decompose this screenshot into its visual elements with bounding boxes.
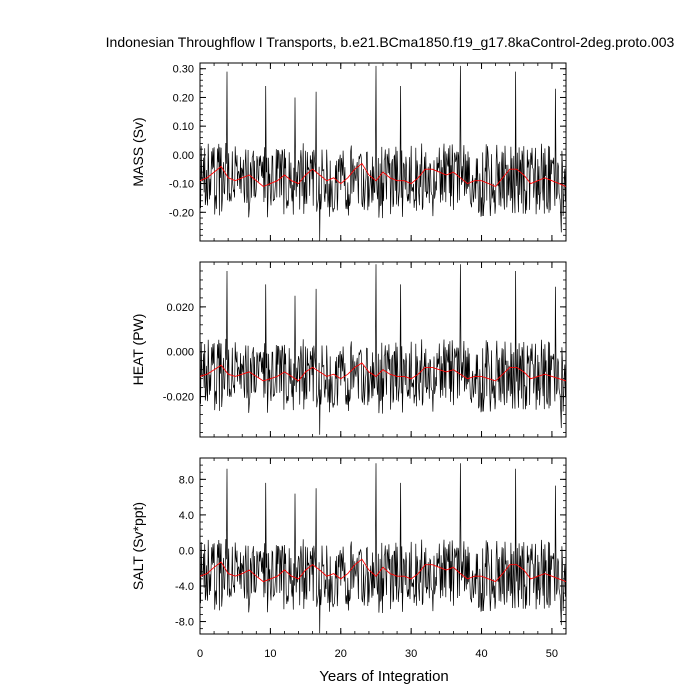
panel-salt: 8.0 4.0 0.0 -4.0 -8.0 SALT (Sv*ppt): [130, 457, 567, 635]
y-axis-label: SALT (Sv*ppt): [130, 502, 146, 590]
series-monthly-line: [200, 463, 566, 634]
y-tick-label: 4.0: [179, 510, 194, 522]
y-tick-label: 0.0: [179, 545, 194, 557]
series-annual-mean-line: [200, 362, 566, 382]
chart-title: Indonesian Throughflow I Transports, b.e…: [106, 34, 675, 50]
y-tick-label: 0.20: [173, 92, 194, 104]
x-tick-label: 10: [264, 648, 276, 660]
x-tick-label: 40: [475, 648, 487, 660]
y-tick-label: 8.0: [179, 474, 194, 486]
panel-heat: 0.020 0.000 -0.020 HEAT (PW): [130, 261, 567, 438]
y-tick-label: 0.00: [173, 150, 194, 162]
y-tick-label: 0.020: [166, 302, 194, 314]
y-tick-label: -0.20: [169, 207, 194, 219]
x-tick-label: 50: [546, 648, 558, 660]
series-annual-mean-line: [200, 558, 566, 583]
y-tick-label: -4.0: [175, 581, 194, 593]
series-monthly-line: [200, 65, 566, 241]
x-axis-label: Years of Integration: [319, 668, 449, 685]
y-tick-label: 0.10: [173, 121, 194, 133]
series-annual-mean-line: [200, 162, 566, 188]
x-tick-label: 20: [335, 648, 347, 660]
y-tick-label: -0.020: [163, 392, 194, 404]
y-tick-label: 0.000: [166, 347, 194, 359]
y-axis-label: HEAT (PW): [130, 314, 146, 386]
series-monthly-line: [200, 264, 566, 435]
panel-mass: 0.30 0.20 0.10 0.00 -0.10 -0.20 MASS (Sv): [130, 62, 567, 242]
y-tick-label: 0.30: [173, 64, 194, 76]
y-axis-label: MASS (Sv): [130, 117, 146, 186]
y-tick-label: -0.10: [169, 179, 194, 191]
x-tick-label: 30: [405, 648, 417, 660]
y-tick-label: -8.0: [175, 617, 194, 629]
x-tick-label: 0: [197, 648, 203, 660]
